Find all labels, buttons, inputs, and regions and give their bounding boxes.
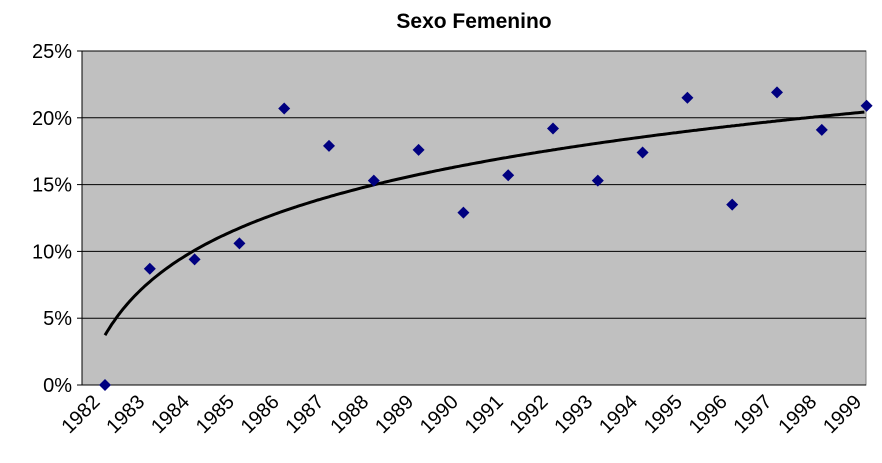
x-tick-label: 1988 xyxy=(326,391,373,438)
y-tick-label: 15% xyxy=(32,175,72,197)
marker xyxy=(323,139,335,152)
x-tick-label: 1993 xyxy=(550,391,597,438)
x-tick-label: 1992 xyxy=(506,391,553,438)
x-tick-label: 1982 xyxy=(58,391,105,438)
marker xyxy=(636,146,649,159)
y-tick-label: 0% xyxy=(43,375,72,397)
x-tick-label: 1998 xyxy=(774,391,821,438)
x-tick-label: 1985 xyxy=(192,391,239,438)
x-tick-label: 1991 xyxy=(461,391,508,438)
marker xyxy=(457,206,470,219)
marker xyxy=(681,91,694,104)
x-tick-label: 1999 xyxy=(819,391,866,438)
trendline xyxy=(103,110,865,336)
marker xyxy=(99,379,111,391)
x-tick-label: 1983 xyxy=(102,391,149,438)
marker xyxy=(278,102,291,115)
marker xyxy=(502,169,515,182)
y-tick-label: 25% xyxy=(32,41,72,63)
x-tick-label: 1995 xyxy=(640,391,687,438)
y-tick-label: 5% xyxy=(43,308,72,330)
plot-area xyxy=(81,50,867,386)
x-tick-label: 1986 xyxy=(237,391,284,438)
marker xyxy=(412,143,425,156)
marker xyxy=(233,237,246,250)
x-tick-label: 1989 xyxy=(371,391,418,438)
y-tick-label: 20% xyxy=(32,108,72,130)
x-tick-label: 1996 xyxy=(685,391,732,438)
marker xyxy=(815,123,828,136)
marker xyxy=(726,198,739,211)
marker xyxy=(143,262,156,275)
marker xyxy=(771,86,783,99)
marker xyxy=(547,122,559,135)
x-tick-label: 1997 xyxy=(730,391,777,438)
x-tick-label: 1987 xyxy=(282,391,329,438)
x-tick-label: 1990 xyxy=(416,391,463,438)
x-tick-label: 1994 xyxy=(595,391,642,438)
x-tick-label: 1984 xyxy=(147,391,194,438)
chart-title: Sexo Femenino xyxy=(396,10,551,33)
marker xyxy=(860,99,873,112)
y-tick-label: 10% xyxy=(32,241,72,263)
marker xyxy=(367,174,380,187)
marker xyxy=(188,253,201,266)
marker xyxy=(591,174,604,187)
